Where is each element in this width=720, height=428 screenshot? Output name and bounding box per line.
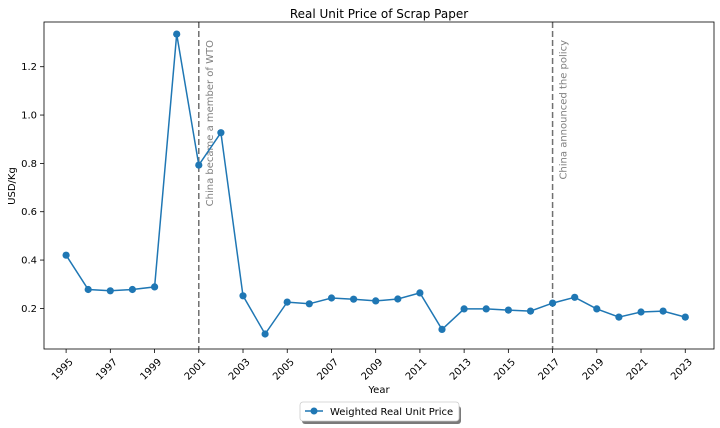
data-point: [372, 297, 380, 305]
data-point: [84, 285, 92, 294]
y-tick-label: 0.6: [21, 207, 37, 218]
legend-box: [299, 401, 460, 422]
y-tick-label: 1.2: [21, 62, 37, 73]
chart-title: Real Unit Price of Scrap Paper: [290, 7, 468, 21]
data-point: [394, 295, 402, 303]
x-tick-label: 2015: [492, 357, 518, 383]
data-point: [526, 307, 535, 315]
data-point: [350, 295, 358, 303]
x-axis-label: Year: [367, 385, 390, 396]
x-tick-label: 2003: [227, 357, 253, 383]
x-tick-label: 2005: [271, 357, 297, 383]
x-tick-label: 2011: [404, 357, 430, 383]
x-tick-label: 2007: [315, 357, 341, 383]
data-point: [62, 251, 70, 259]
x-tick-label: 1997: [94, 357, 120, 383]
data-point: [615, 313, 623, 321]
y-axis: 0.2 0.4 0.6 0.8 1.0 1.2: [21, 62, 44, 315]
series-layer: [62, 30, 689, 338]
data-point: [637, 308, 645, 316]
data-point: [460, 305, 468, 313]
data-point: [482, 305, 490, 313]
y-tick-label: 0.2: [21, 304, 37, 315]
data-point: [106, 287, 114, 295]
data-point: [681, 313, 689, 321]
x-tick-label: 2017: [536, 357, 562, 383]
y-axis-label: USD/Kg: [7, 167, 18, 205]
data-point: [416, 289, 424, 297]
data-point: [571, 293, 579, 301]
data-point: [504, 306, 512, 314]
data-point: [239, 292, 247, 300]
annotation-labels: China became a member of WTO China announ…: [205, 40, 570, 206]
data-point: [593, 305, 601, 313]
data-point: [327, 294, 336, 302]
legend-swatch-marker: [310, 407, 318, 415]
data-point: [217, 129, 225, 137]
y-tick-label: 0.8: [21, 159, 37, 170]
legend-label: Weighted Real Unit Price: [330, 407, 453, 418]
x-axis: 1995 1997 1999 2001 2003 2005 2007 2009 2011 2013…: [50, 349, 695, 383]
data-point: [173, 30, 181, 38]
x-tick-label: 2019: [581, 357, 607, 383]
x-tick-label: 2001: [183, 357, 209, 383]
x-tick-label: 2009: [360, 357, 386, 383]
data-point: [151, 283, 159, 291]
data-point: [128, 285, 136, 294]
x-tick-label: 1999: [138, 357, 164, 383]
data-point: [549, 299, 557, 307]
data-point: [283, 298, 291, 306]
plot-frame: [43, 21, 715, 350]
data-point: [305, 300, 313, 308]
y-tick-label: 1.0: [21, 111, 37, 122]
data-point: [261, 330, 269, 338]
x-tick-label: 2023: [669, 357, 695, 383]
x-tick-label: 2013: [448, 357, 474, 383]
series-line: [65, 33, 686, 336]
x-tick-label: 1995: [50, 357, 76, 383]
y-tick-label: 0.4: [21, 256, 37, 267]
legend: Weighted Real Unit Price: [299, 401, 461, 424]
x-tick-label: 2021: [625, 357, 651, 383]
data-point: [659, 307, 667, 315]
annotation-label: China became a member of WTO: [205, 40, 216, 206]
annotation-lines: [198, 22, 554, 349]
data-point: [438, 325, 446, 333]
data-point: [195, 161, 203, 169]
annotation-label: China announced the policy: [559, 40, 570, 180]
